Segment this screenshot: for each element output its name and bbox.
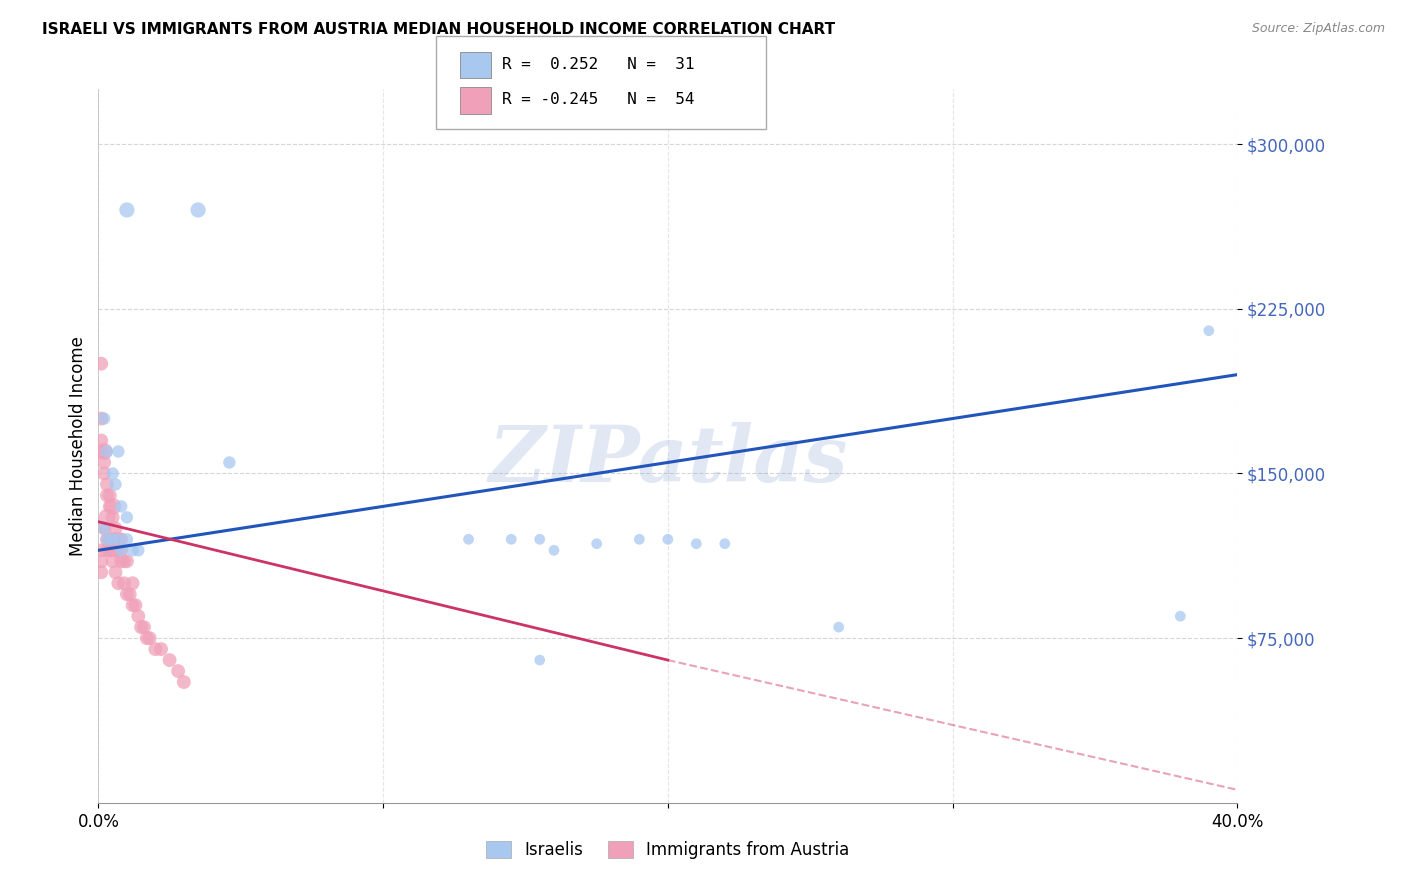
- Point: [218, 455, 240, 469]
- Point: [150, 642, 173, 657]
- Point: [104, 521, 127, 535]
- Point: [173, 675, 195, 690]
- Point: [96, 477, 118, 491]
- Point: [90, 357, 112, 371]
- Point: [159, 653, 181, 667]
- Text: Source: ZipAtlas.com: Source: ZipAtlas.com: [1251, 22, 1385, 36]
- Point: [457, 533, 479, 547]
- Text: ISRAELI VS IMMIGRANTS FROM AUSTRIA MEDIAN HOUSEHOLD INCOME CORRELATION CHART: ISRAELI VS IMMIGRANTS FROM AUSTRIA MEDIA…: [42, 22, 835, 37]
- Point: [101, 543, 124, 558]
- Point: [657, 533, 679, 547]
- Point: [529, 533, 551, 547]
- Point: [90, 411, 112, 425]
- Point: [167, 664, 190, 678]
- Point: [96, 543, 118, 558]
- Point: [628, 533, 651, 547]
- Point: [121, 598, 143, 612]
- Point: [132, 620, 155, 634]
- Point: [101, 467, 124, 481]
- Point: [96, 444, 118, 458]
- Point: [112, 554, 135, 568]
- Point: [90, 434, 112, 448]
- Point: [104, 533, 127, 547]
- Point: [115, 510, 138, 524]
- Point: [585, 537, 607, 551]
- Point: [1198, 324, 1220, 338]
- Point: [101, 554, 124, 568]
- Point: [104, 566, 127, 580]
- Point: [127, 609, 149, 624]
- Point: [93, 411, 115, 425]
- Point: [135, 631, 157, 645]
- Point: [107, 543, 129, 558]
- Point: [110, 554, 132, 568]
- Point: [110, 533, 132, 547]
- Point: [115, 587, 138, 601]
- Point: [187, 202, 209, 217]
- Point: [121, 576, 143, 591]
- Point: [685, 537, 707, 551]
- Point: [93, 467, 115, 481]
- Point: [828, 620, 851, 634]
- Point: [124, 598, 146, 612]
- Point: [93, 521, 115, 535]
- Point: [98, 500, 121, 514]
- Point: [104, 477, 127, 491]
- Point: [104, 543, 127, 558]
- Point: [115, 533, 138, 547]
- Point: [90, 543, 112, 558]
- Point: [93, 444, 115, 458]
- Point: [543, 543, 565, 558]
- Point: [96, 533, 118, 547]
- Point: [121, 543, 143, 558]
- Point: [96, 510, 118, 524]
- Point: [115, 554, 138, 568]
- Point: [501, 533, 523, 547]
- Point: [93, 455, 115, 469]
- Point: [98, 533, 121, 547]
- Point: [714, 537, 737, 551]
- Point: [93, 521, 115, 535]
- Text: ZIPatlas: ZIPatlas: [488, 422, 848, 499]
- Point: [101, 510, 124, 524]
- Point: [101, 500, 124, 514]
- Text: R =  0.252   N =  31: R = 0.252 N = 31: [502, 57, 695, 71]
- Point: [96, 488, 118, 502]
- Point: [529, 653, 551, 667]
- Point: [138, 631, 160, 645]
- Point: [115, 202, 138, 217]
- Legend: Israelis, Immigrants from Austria: Israelis, Immigrants from Austria: [479, 834, 856, 866]
- Y-axis label: Median Household Income: Median Household Income: [69, 336, 87, 556]
- Point: [110, 500, 132, 514]
- Point: [101, 533, 124, 547]
- Point: [90, 444, 112, 458]
- Point: [1170, 609, 1192, 624]
- Point: [101, 533, 124, 547]
- Point: [127, 543, 149, 558]
- Point: [107, 533, 129, 547]
- Point: [107, 533, 129, 547]
- Point: [90, 566, 112, 580]
- Text: R = -0.245   N =  54: R = -0.245 N = 54: [502, 93, 695, 107]
- Point: [129, 620, 152, 634]
- Point: [110, 543, 132, 558]
- Point: [145, 642, 167, 657]
- Point: [98, 488, 121, 502]
- Point: [96, 533, 118, 547]
- Point: [98, 543, 121, 558]
- Point: [90, 554, 112, 568]
- Point: [107, 576, 129, 591]
- Point: [112, 576, 135, 591]
- Point: [107, 444, 129, 458]
- Point: [118, 587, 141, 601]
- Point: [110, 543, 132, 558]
